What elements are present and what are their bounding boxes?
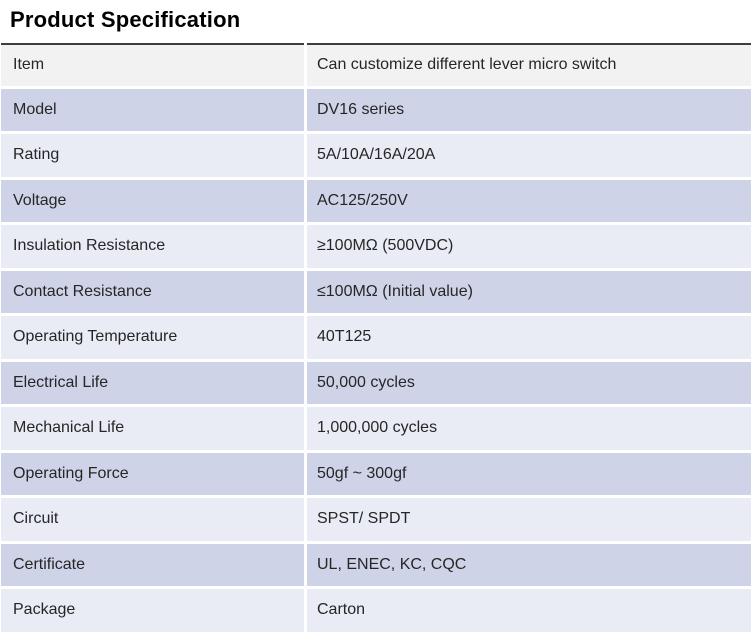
- spec-label: Operating Force: [13, 464, 129, 482]
- spec-value: AC125/250V: [317, 191, 408, 209]
- spec-label: Rating: [13, 146, 60, 164]
- spec-value: Can customize different lever micro swit…: [317, 56, 617, 74]
- spec-label-cell: Voltage: [1, 179, 304, 222]
- spec-value: SPST/ SPDT: [317, 510, 411, 528]
- spec-label: Mechanical Life: [13, 419, 125, 437]
- spec-value: 50,000 cycles: [317, 373, 415, 391]
- spec-value: ≥100MΩ (500VDC): [317, 237, 454, 255]
- spec-label-cell: Certificate: [1, 543, 304, 586]
- spec-value: 5A/10A/16A/20A: [317, 146, 436, 164]
- spec-label-cell: Insulation Resistance: [1, 225, 304, 268]
- spec-label: Contact Resistance: [13, 282, 152, 300]
- spec-value-cell: Can customize different lever micro swit…: [307, 43, 751, 86]
- spec-value: DV16 series: [317, 100, 405, 118]
- spec-label-cell: Mechanical Life: [1, 407, 304, 450]
- table-row: Electrical Life 50,000 cycles: [1, 361, 751, 404]
- table-row: Item Can customize different lever micro…: [1, 43, 751, 86]
- spec-label: Model: [13, 100, 57, 118]
- spec-label-cell: Operating Force: [1, 452, 304, 495]
- spec-value-cell: SPST/ SPDT: [307, 498, 751, 541]
- spec-label: Electrical Life: [13, 373, 109, 391]
- spec-value: 1,000,000 cycles: [317, 419, 438, 437]
- spec-value-cell: 40T125: [307, 316, 751, 359]
- table-row: Operating Force 50gf ~ 300gf: [1, 452, 751, 495]
- spec-value: 40T125: [317, 328, 372, 346]
- spec-label: Insulation Resistance: [13, 237, 166, 255]
- spec-value: Carton: [317, 601, 366, 619]
- spec-value-cell: UL, ENEC, KC, CQC: [307, 543, 751, 586]
- spec-value: UL, ENEC, KC, CQC: [317, 555, 467, 573]
- spec-value-cell: 1,000,000 cycles: [307, 407, 751, 450]
- spec-label-cell: Model: [1, 88, 304, 131]
- spec-value: 50gf ~ 300gf: [317, 464, 407, 482]
- table-row: Operating Temperature 40T125: [1, 316, 751, 359]
- table-row: Model DV16 series: [1, 88, 751, 131]
- table-row: Rating 5A/10A/16A/20A: [1, 134, 751, 177]
- table-row: Package Carton: [1, 589, 751, 632]
- table-row: Voltage AC125/250V: [1, 179, 751, 222]
- spec-value-cell: ≥100MΩ (500VDC): [307, 225, 751, 268]
- spec-table: Item Can customize different lever micro…: [1, 43, 751, 632]
- table-row: Circuit SPST/ SPDT: [1, 498, 751, 541]
- spec-label: Operating Temperature: [13, 328, 178, 346]
- spec-label: Item: [13, 56, 45, 74]
- spec-value-cell: 5A/10A/16A/20A: [307, 134, 751, 177]
- spec-label-cell: Operating Temperature: [1, 316, 304, 359]
- spec-label: Voltage: [13, 191, 67, 209]
- table-row: Mechanical Life 1,000,000 cycles: [1, 407, 751, 450]
- table-row: Contact Resistance ≤100MΩ (Initial value…: [1, 270, 751, 313]
- spec-label-cell: Electrical Life: [1, 361, 304, 404]
- spec-value-cell: Carton: [307, 589, 751, 632]
- spec-label-cell: Circuit: [1, 498, 304, 541]
- spec-label: Package: [13, 601, 76, 619]
- spec-value: ≤100MΩ (Initial value): [317, 282, 473, 300]
- spec-label-cell: Item: [1, 43, 304, 86]
- spec-value-cell: DV16 series: [307, 88, 751, 131]
- table-row: Insulation Resistance ≥100MΩ (500VDC): [1, 225, 751, 268]
- spec-label-cell: Rating: [1, 134, 304, 177]
- spec-value-cell: ≤100MΩ (Initial value): [307, 270, 751, 313]
- spec-value-cell: AC125/250V: [307, 179, 751, 222]
- table-row: Certificate UL, ENEC, KC, CQC: [1, 543, 751, 586]
- page-title: Product Specification: [10, 7, 241, 32]
- spec-label: Circuit: [13, 510, 59, 528]
- spec-label-cell: Package: [1, 589, 304, 632]
- spec-label-cell: Contact Resistance: [1, 270, 304, 313]
- spec-label: Certificate: [13, 555, 86, 573]
- spec-value-cell: 50gf ~ 300gf: [307, 452, 751, 495]
- spec-value-cell: 50,000 cycles: [307, 361, 751, 404]
